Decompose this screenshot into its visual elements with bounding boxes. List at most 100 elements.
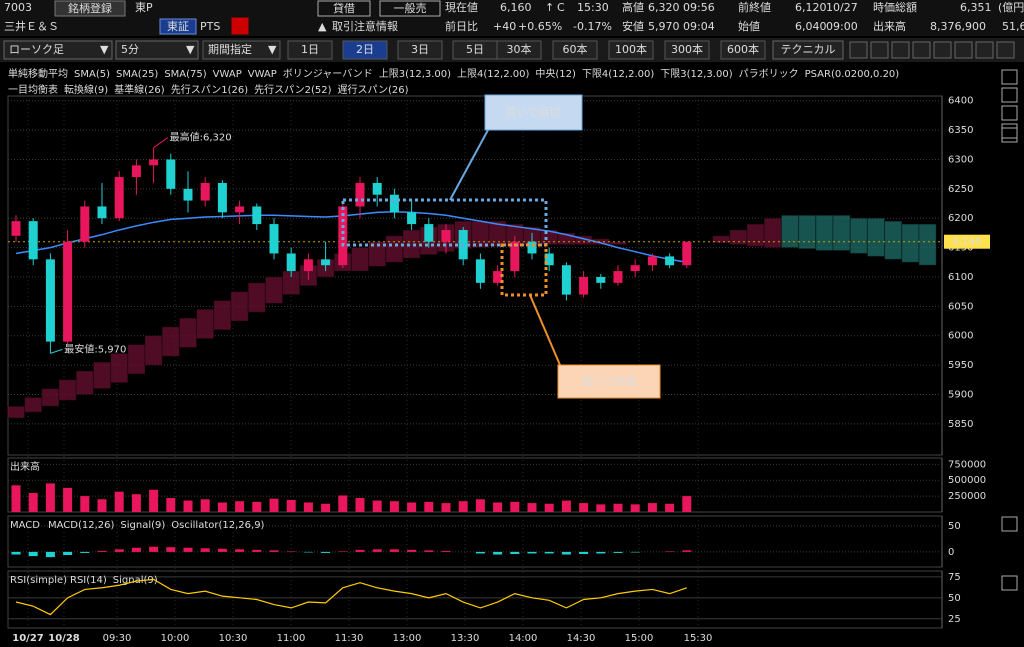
candle-body (252, 206, 262, 225)
volume-bar (303, 502, 313, 512)
button[interactable] (954, 41, 973, 59)
volume-bar (561, 500, 571, 512)
range-button: 5日 (466, 43, 484, 56)
y-tick-label: 250000 (948, 491, 986, 502)
y-tick-label: 5850 (948, 419, 973, 430)
oscillator-bar (596, 551, 606, 554)
button[interactable] (891, 41, 910, 59)
icon[interactable] (1001, 516, 1018, 532)
candle-body (647, 256, 657, 266)
button[interactable] (379, 0, 441, 17)
low-leader (50, 348, 63, 354)
label: 5分 (121, 43, 139, 56)
volume-bar (149, 489, 159, 512)
label: 貸借 (333, 1, 355, 15)
volume-bar (389, 501, 399, 512)
cloud-slice (75, 370, 94, 395)
range-button: 60本 (563, 42, 588, 56)
button[interactable] (317, 0, 371, 17)
icon[interactable] (1001, 87, 1018, 103)
legend-item: 基準線(26) (114, 83, 165, 96)
volume-bar (269, 498, 279, 512)
button[interactable] (664, 40, 710, 60)
button[interactable] (397, 40, 443, 60)
icon[interactable] (1001, 69, 1018, 85)
cloud-slice (884, 220, 903, 260)
stop-callout (484, 94, 583, 131)
icon[interactable] (1001, 127, 1018, 143)
label: 東証 (167, 20, 189, 33)
range-button: 600本 (727, 42, 759, 56)
button[interactable] (552, 40, 598, 60)
button[interactable] (496, 40, 542, 60)
range-button: 3日 (411, 43, 429, 56)
button[interactable] (933, 41, 952, 59)
candle-body (527, 241, 537, 254)
legend-item: 遅行スパン(26) (337, 83, 408, 96)
volume-bar (200, 499, 210, 512)
button[interactable] (202, 40, 281, 60)
legend-item: PSAR(0.0200,0.20) (805, 69, 900, 80)
oscillator-bar (475, 551, 485, 554)
oscillator-bar (407, 549, 417, 552)
x-tick-label: 11:30 (335, 633, 364, 644)
button[interactable] (975, 41, 994, 59)
candle-body (183, 188, 193, 201)
last-price-box (944, 234, 990, 249)
label: ローソク足 (9, 43, 64, 56)
oscillator-bar (269, 550, 279, 552)
legend-item: RSI(14) (70, 575, 107, 586)
panel-title: 出来高 (10, 460, 40, 473)
volume-bar (510, 501, 520, 512)
oscillator-bar (372, 549, 382, 552)
y-tick-label: 6100 (948, 272, 973, 283)
candle-body (441, 229, 451, 242)
side-icons[interactable] (1001, 69, 1018, 591)
legend-item: 転換線(9) (64, 83, 108, 96)
y-tick-label: 6300 (948, 154, 973, 165)
candle-body (338, 206, 348, 266)
cloud-slice (230, 291, 249, 322)
volume-bar (28, 492, 38, 512)
volume-bar (63, 487, 73, 512)
candle-body (613, 271, 623, 283)
oscillator-bar (286, 551, 296, 552)
label: ↑ (545, 1, 554, 14)
y-tick-label: 6350 (948, 125, 973, 136)
button[interactable] (870, 41, 889, 59)
volume-bar (647, 503, 657, 512)
button[interactable] (849, 41, 868, 59)
oscillator-bar (579, 551, 589, 554)
button[interactable] (720, 40, 766, 60)
legend-item: 上限3(12,3.00) (379, 68, 451, 80)
icon[interactable] (1001, 575, 1018, 591)
button[interactable] (231, 17, 249, 35)
legend-item: 単純移動平均 (8, 67, 68, 80)
volume-bar (407, 502, 417, 512)
legend-item: 先行スパン2(52) (254, 83, 331, 96)
label: 09:04 (683, 20, 715, 33)
button[interactable] (608, 40, 654, 60)
oscillator-bar (149, 546, 159, 552)
cloud-slice (110, 352, 129, 384)
button[interactable] (287, 40, 333, 60)
legend-item: VWAP (213, 69, 242, 80)
button[interactable] (54, 0, 126, 17)
button[interactable] (772, 40, 844, 60)
label: 始値 (738, 19, 760, 33)
technical-button: テクニカル (781, 43, 836, 56)
button[interactable] (342, 40, 388, 60)
x-tick-label: 11:00 (277, 633, 306, 644)
oscillator-bar (613, 551, 623, 553)
button[interactable] (912, 41, 931, 59)
volume-bar (630, 504, 640, 512)
label: 15:30 (577, 1, 609, 14)
icon[interactable] (1001, 105, 1018, 121)
cloud-slice (780, 214, 800, 249)
oscillator-bar (561, 551, 571, 555)
button[interactable] (996, 41, 1015, 59)
button[interactable] (3, 40, 113, 60)
button[interactable] (159, 18, 197, 35)
button[interactable] (115, 40, 199, 60)
candle-body (561, 265, 571, 295)
